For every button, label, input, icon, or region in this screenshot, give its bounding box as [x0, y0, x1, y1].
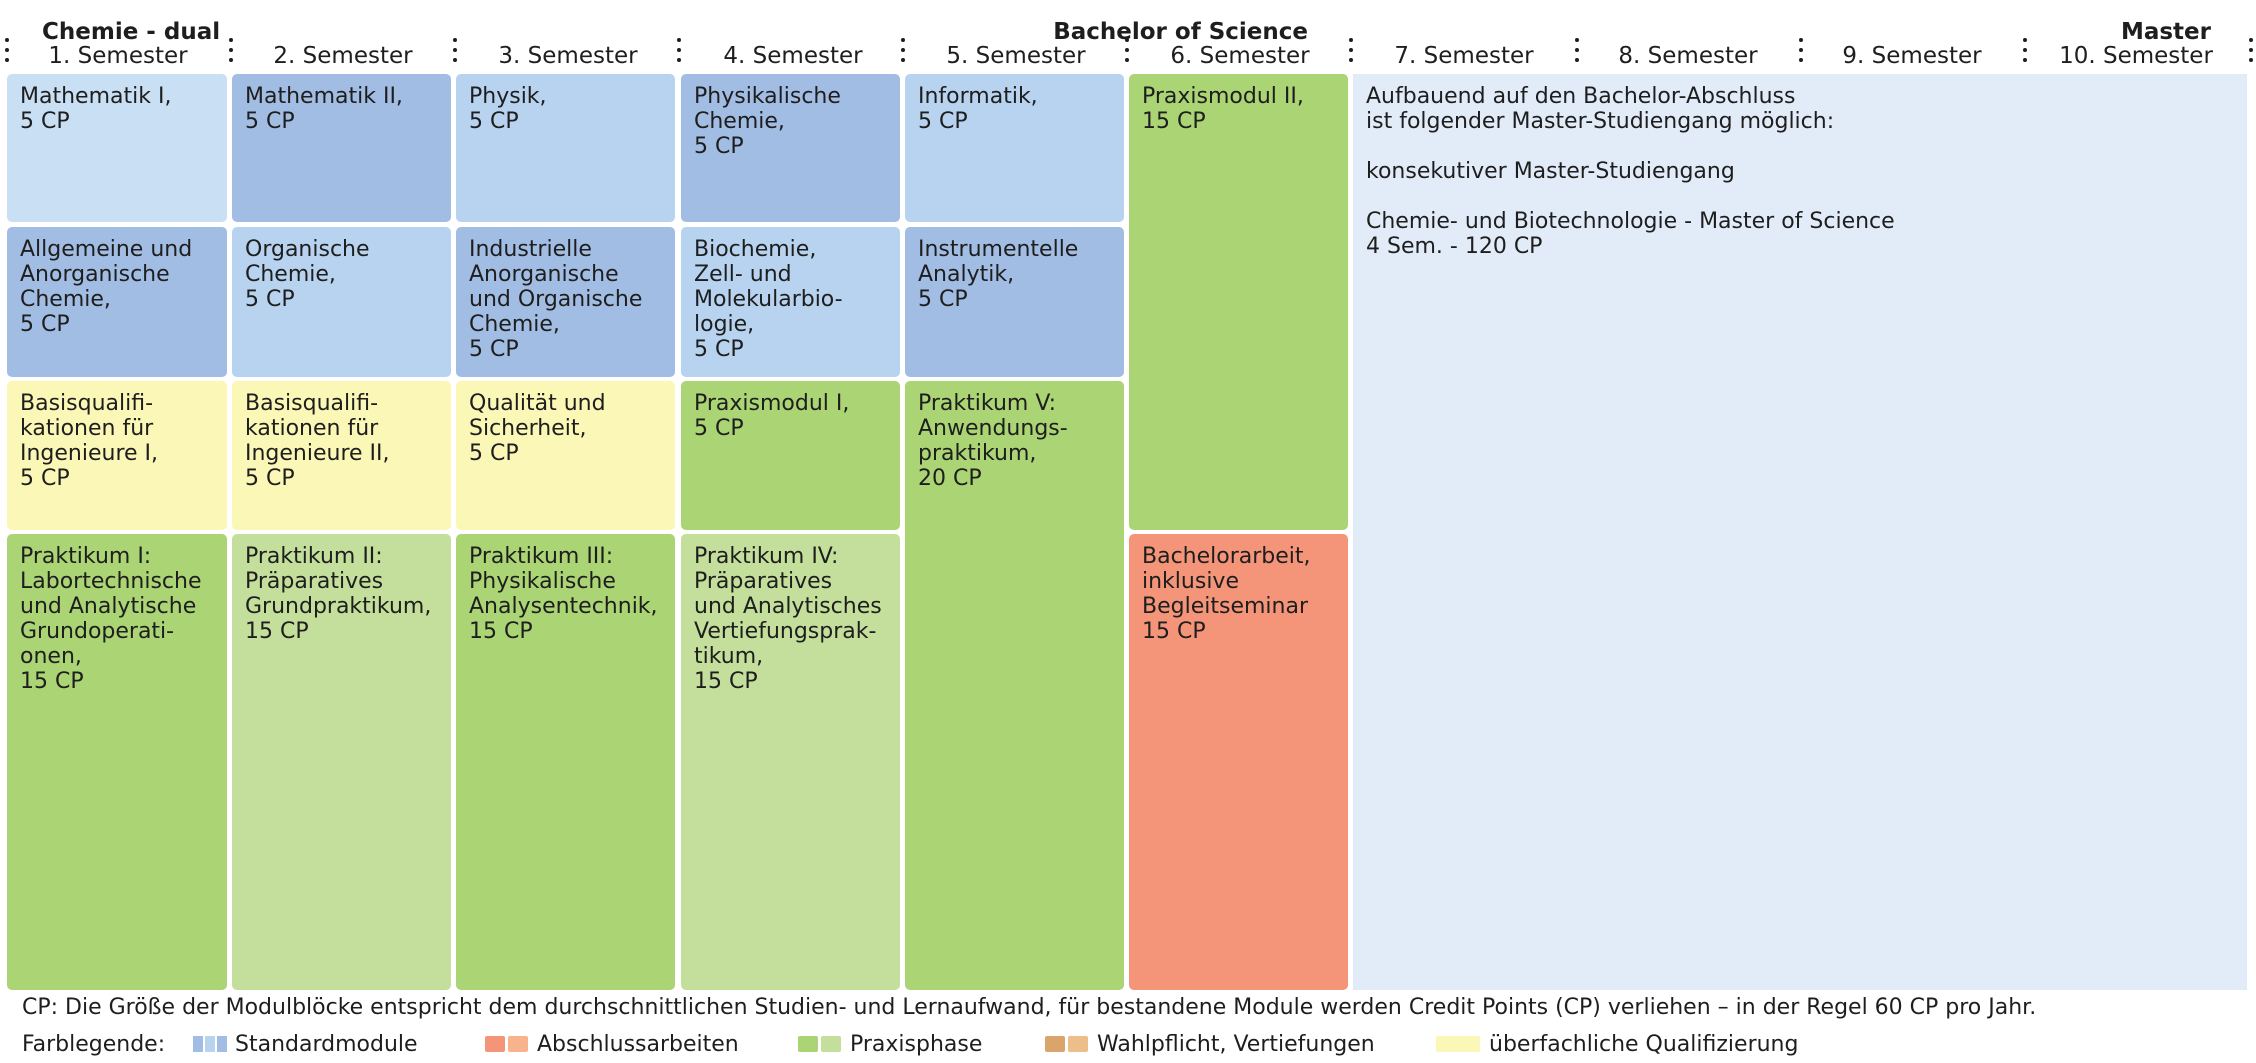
- legend-swatch: [205, 1036, 215, 1052]
- module-biochemie: Biochemie, Zell- und Molekularbio- logie…: [681, 227, 900, 377]
- module-praxismodul-2: Praxismodul II, 15 CP: [1129, 74, 1348, 530]
- master-info-panel: Aufbauend auf den Bachelor-Abschluss ist…: [1353, 74, 2247, 990]
- module-physik: Physik, 5 CP: [456, 74, 675, 222]
- legend-swatch: [1068, 1036, 1088, 1052]
- master-title: Master: [2120, 19, 2211, 45]
- separator-dots: [2248, 38, 2254, 70]
- legend-swatch: [508, 1036, 528, 1052]
- legend-swatch: [485, 1036, 505, 1052]
- separator-dots: [676, 38, 682, 70]
- legend-ueberfachliche-qualifizierung: überfachliche Qualifizierung: [1436, 1031, 1798, 1057]
- separator-dots: [900, 38, 906, 70]
- legend-praxisphase: Praxisphase: [798, 1031, 982, 1057]
- module-mathematik-2: Mathematik II, 5 CP: [232, 74, 451, 222]
- module-mathematik-1: Mathematik I, 5 CP: [7, 74, 227, 222]
- semester-6-label: 6. Semester: [1170, 43, 1310, 69]
- legend-label: überfachliche Qualifizierung: [1489, 1031, 1799, 1057]
- separator-dots: [1574, 38, 1580, 70]
- module-praxismodul-1: Praxismodul I, 5 CP: [681, 381, 900, 530]
- module-basisqualifikationen-1: Basisqualifi- kationen für Ingenieure I,…: [7, 381, 227, 530]
- module-praktikum-1: Praktikum I: Labortechnische und Analyti…: [7, 534, 227, 990]
- legend-label: Abschlussarbeiten: [537, 1031, 739, 1057]
- legend-abschlussarbeiten: Abschlussarbeiten: [485, 1031, 739, 1057]
- legend-label: Standardmodule: [235, 1031, 418, 1057]
- semester-5-label: 5. Semester: [946, 43, 1086, 69]
- module-allgemeine-anorganische-chemie: Allgemeine und Anorganische Chemie, 5 CP: [7, 227, 227, 377]
- separator-dots: [452, 38, 458, 70]
- legend-swatch: [193, 1036, 203, 1052]
- module-instrumentelle-analytik: Instrumentelle Analytik, 5 CP: [905, 227, 1124, 377]
- semester-9-label: 9. Semester: [1842, 43, 1982, 69]
- semester-1-label: 1. Semester: [48, 43, 188, 69]
- separator-dots: [4, 38, 10, 70]
- module-basisqualifikationen-2: Basisqualifi- kationen für Ingenieure II…: [232, 381, 451, 530]
- semester-3-label: 3. Semester: [498, 43, 638, 69]
- semester-2-label: 2. Semester: [273, 43, 413, 69]
- program-title: Chemie - dual: [42, 19, 221, 45]
- module-organische-chemie: Organische Chemie, 5 CP: [232, 227, 451, 377]
- semester-10-label: 10. Semester: [2059, 43, 2213, 69]
- legend-standardmodule: Standardmodule: [193, 1031, 418, 1057]
- module-industrielle-chemie: Industrielle Anorganische und Organische…: [456, 227, 675, 377]
- legend-title: Farblegende:: [22, 1031, 166, 1057]
- separator-dots: [2022, 38, 2028, 70]
- legend-label: Praxisphase: [850, 1031, 983, 1057]
- semester-7-label: 7. Semester: [1394, 43, 1534, 69]
- separator-dots: [228, 38, 234, 70]
- module-qualitaet-sicherheit: Qualität und Sicherheit, 5 CP: [456, 381, 675, 530]
- bachelor-title: Bachelor of Science: [1053, 19, 1308, 45]
- legend-swatch: [1436, 1036, 1480, 1052]
- legend-swatch: [821, 1036, 841, 1052]
- module-physikalische-chemie: Physikalische Chemie, 5 CP: [681, 74, 900, 222]
- module-bachelorarbeit: Bachelorarbeit, inklusive Begleitseminar…: [1129, 534, 1348, 990]
- legend-label: Wahlpflicht, Vertiefungen: [1097, 1031, 1375, 1057]
- legend-wahlpflicht: Wahlpflicht, Vertiefungen: [1045, 1031, 1375, 1057]
- semester-8-label: 8. Semester: [1618, 43, 1758, 69]
- separator-dots: [1124, 38, 1130, 70]
- cp-note: CP: Die Größe der Modulblöcke entspricht…: [22, 995, 2037, 1020]
- legend-swatch: [798, 1036, 818, 1052]
- legend-swatch: [217, 1036, 227, 1052]
- separator-dots: [1348, 38, 1354, 70]
- module-praktikum-5: Praktikum V: Anwendungs- praktikum, 20 C…: [905, 381, 1124, 990]
- module-praktikum-3: Praktikum III: Physikalische Analysentec…: [456, 534, 675, 990]
- semester-4-label: 4. Semester: [723, 43, 863, 69]
- module-praktikum-4: Praktikum IV: Präparatives und Analytisc…: [681, 534, 900, 990]
- separator-dots: [1798, 38, 1804, 70]
- module-informatik: Informatik, 5 CP: [905, 74, 1124, 222]
- legend-swatch: [1045, 1036, 1065, 1052]
- module-praktikum-2: Praktikum II: Präparatives Grundpraktiku…: [232, 534, 451, 990]
